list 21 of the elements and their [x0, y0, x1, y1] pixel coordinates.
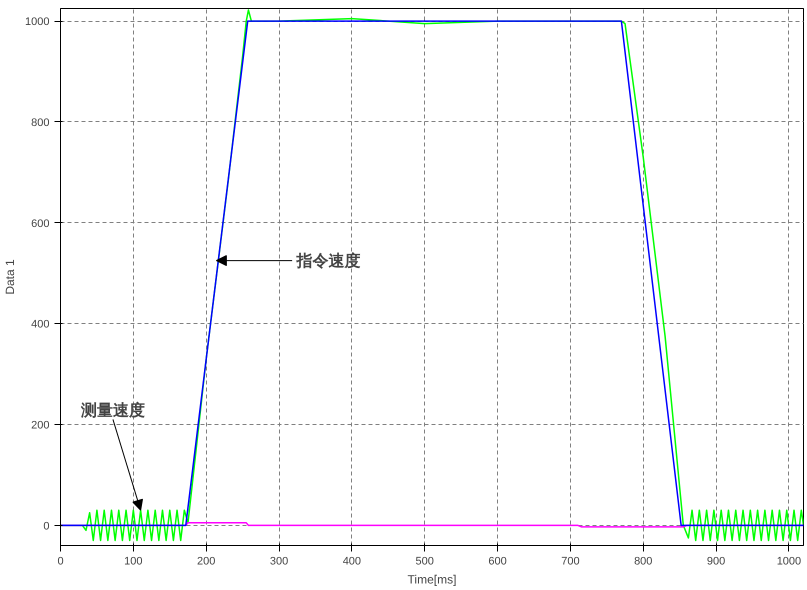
- y-tick-label: 200: [31, 419, 50, 432]
- x-tick-label: 400: [342, 556, 362, 568]
- x-tick-label: 500: [416, 556, 434, 568]
- x-tick-label: 900: [706, 556, 726, 568]
- x-tick-label: 700: [561, 556, 580, 568]
- y-axis-title: Data 1: [3, 258, 18, 295]
- y-tick-label: 600: [31, 218, 50, 230]
- x-tick-label: 600: [488, 556, 507, 568]
- y-tick-label: 1000: [25, 16, 50, 28]
- x-tick-label: 200: [197, 556, 216, 568]
- x-tick-label: 100: [124, 556, 143, 568]
- x-tick-label: 800: [634, 556, 652, 568]
- x-tick-label: 0: [57, 556, 64, 568]
- annotation: 指令速度: [296, 251, 361, 270]
- y-tick-label: 400: [31, 318, 50, 331]
- y-tick-label: 800: [31, 116, 50, 129]
- x-tick-label: 300: [270, 556, 288, 568]
- x-axis-title: Time[ms]: [408, 572, 456, 586]
- y-tick-label: 0: [43, 520, 50, 532]
- x-tick-label: 1000: [776, 556, 802, 568]
- annotation: 测量速度: [80, 400, 145, 420]
